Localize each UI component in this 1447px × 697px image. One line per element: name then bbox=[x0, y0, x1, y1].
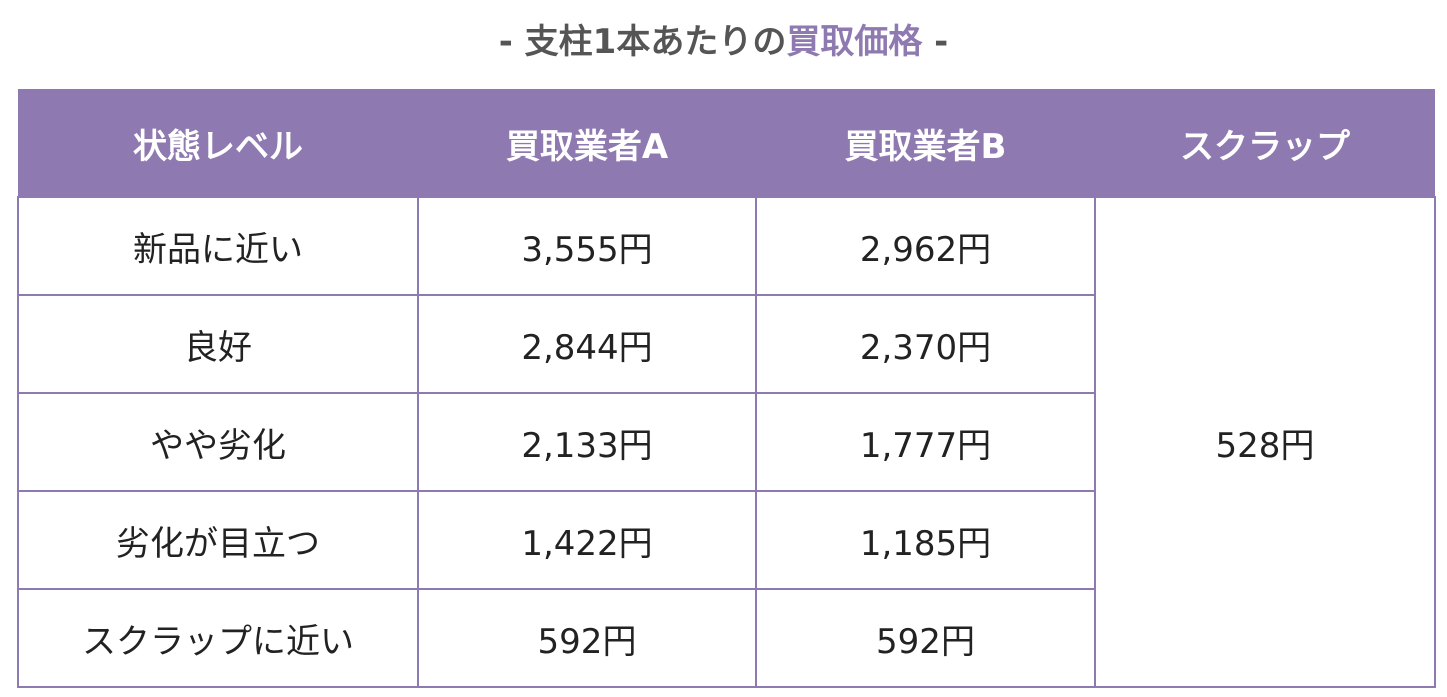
condition-cell: 新品に近い bbox=[17, 196, 419, 296]
price-table: 状態レベル 買取業者A 買取業者B スクラップ 新品に近い 3,555円 2,9… bbox=[17, 89, 1436, 688]
buyer-b-price-cell: 2,962円 bbox=[755, 196, 1096, 296]
buyer-b-price-cell: 2,370円 bbox=[755, 294, 1096, 394]
buyer-b-price-cell: 1,185円 bbox=[755, 490, 1096, 590]
buyer-b-price-cell: 1,777円 bbox=[755, 392, 1096, 492]
buyer-a-price-cell: 2,844円 bbox=[417, 294, 757, 394]
column-header-buyer-b: 買取業者B bbox=[756, 89, 1095, 198]
buyer-a-price-cell: 3,555円 bbox=[417, 196, 757, 296]
condition-cell: やや劣化 bbox=[17, 392, 419, 492]
table-header-row: 状態レベル 買取業者A 買取業者B スクラップ bbox=[18, 89, 1435, 198]
column-header-buyer-a: 買取業者A bbox=[418, 89, 756, 198]
title-suffix: - bbox=[922, 22, 949, 62]
condition-cell: 劣化が目立つ bbox=[17, 490, 419, 590]
condition-cell: スクラップに近い bbox=[17, 588, 419, 688]
table-row: 良好 2,844円 2,370円 bbox=[17, 294, 1435, 394]
title-highlight: 買取価格 bbox=[786, 22, 923, 62]
buyer-a-price-cell: 2,133円 bbox=[417, 392, 757, 492]
buyer-a-price-cell: 1,422円 bbox=[417, 490, 757, 590]
buyer-b-price-cell: 592円 bbox=[755, 588, 1096, 688]
column-header-condition: 状態レベル bbox=[18, 89, 418, 198]
buyer-a-price-cell: 592円 bbox=[417, 588, 757, 688]
table-row: スクラップに近い 592円 592円 bbox=[17, 588, 1435, 688]
page-title: - 支柱1本あたりの買取価格 - bbox=[0, 14, 1447, 70]
table-row: 新品に近い 3,555円 2,962円 528円 bbox=[17, 196, 1436, 688]
condition-cell: 良好 bbox=[17, 294, 419, 394]
column-header-scrap: スクラップ bbox=[1095, 89, 1435, 198]
scrap-price-cell: 528円 bbox=[1094, 196, 1436, 688]
table-row: 劣化が目立つ 1,422円 1,185円 bbox=[17, 490, 1435, 590]
table-row: やや劣化 2,133円 1,777円 bbox=[17, 392, 1435, 492]
title-prefix: - 支柱1本あたりの bbox=[498, 22, 787, 62]
